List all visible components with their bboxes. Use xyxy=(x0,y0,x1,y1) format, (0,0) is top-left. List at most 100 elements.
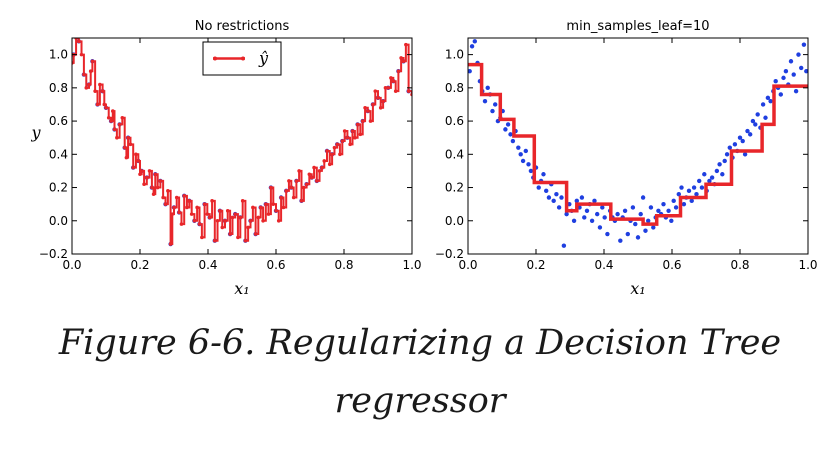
data-point xyxy=(732,142,738,147)
y-tick-label: −0.2 xyxy=(39,247,68,261)
data-point xyxy=(520,158,526,164)
data-point xyxy=(702,172,707,177)
y-tick-label: −0.2 xyxy=(435,247,464,261)
prediction-marker xyxy=(307,172,312,177)
prediction-marker xyxy=(320,165,324,170)
prediction-marker xyxy=(230,215,235,220)
data-point xyxy=(526,162,531,167)
prediction-marker xyxy=(126,135,130,140)
data-point xyxy=(661,201,666,207)
y-tick-label: 0.6 xyxy=(49,114,68,128)
data-point xyxy=(536,185,541,190)
data-point xyxy=(740,138,745,144)
prediction-marker xyxy=(401,59,406,64)
prediction-marker xyxy=(240,199,245,203)
prediction-marker xyxy=(315,179,319,183)
prediction-marker xyxy=(383,86,388,90)
data-point xyxy=(679,185,684,190)
data-point xyxy=(691,185,697,190)
prediction-marker xyxy=(225,209,230,213)
prediction-marker xyxy=(84,86,89,90)
prediction-marker xyxy=(376,96,380,100)
data-point xyxy=(778,92,783,97)
data-point xyxy=(666,208,671,213)
prediction-marker xyxy=(279,195,283,200)
prediction-marker xyxy=(243,238,248,243)
prediction-marker xyxy=(197,222,202,226)
prediction-marker xyxy=(312,165,316,170)
data-point xyxy=(556,205,562,210)
prediction-marker xyxy=(274,209,278,213)
data-point xyxy=(699,185,705,190)
data-point xyxy=(528,168,534,174)
prediction-marker xyxy=(172,205,176,210)
prediction-marker xyxy=(177,210,181,215)
x-tick-label: 0.6 xyxy=(662,258,681,272)
data-point xyxy=(760,102,766,107)
prediction-marker xyxy=(124,155,129,160)
data-point xyxy=(503,127,508,132)
prediction-marker xyxy=(327,162,332,167)
data-point xyxy=(579,195,585,200)
prediction-marker xyxy=(297,169,301,173)
x-tick-label: 0.8 xyxy=(730,258,749,272)
prediction-marker xyxy=(136,159,141,163)
data-point xyxy=(742,152,748,157)
figure-caption-line-1: Figure 6-6. Regularizing a Decision Tree xyxy=(58,323,782,363)
data-point xyxy=(720,172,725,177)
prediction-marker xyxy=(391,79,396,83)
prediction-marker xyxy=(139,169,144,173)
data-point xyxy=(724,152,730,157)
x-tick-label: 0.4 xyxy=(594,258,613,272)
y-tick-label: 0.2 xyxy=(49,181,68,195)
x-tick-label: 0.2 xyxy=(130,258,149,272)
prediction-marker xyxy=(386,86,391,90)
legend-label: ŷ xyxy=(258,49,269,68)
data-point xyxy=(648,205,654,210)
prediction-marker xyxy=(182,194,186,198)
prediction-marker xyxy=(163,202,168,206)
prediction-marker xyxy=(404,42,408,47)
y-tick-label: 0.8 xyxy=(49,81,68,95)
x-tick-label: 0.6 xyxy=(266,258,285,272)
data-point xyxy=(597,225,603,230)
data-point xyxy=(490,108,495,114)
prediction-marker xyxy=(342,129,347,133)
prediction-marker xyxy=(131,165,135,170)
prediction-marker xyxy=(98,82,102,87)
data-point xyxy=(605,231,610,237)
data-point xyxy=(722,158,727,164)
prediction-marker xyxy=(223,218,227,223)
data-point xyxy=(676,191,681,197)
data-point xyxy=(755,112,760,117)
data-point xyxy=(633,221,638,227)
x-tick-label: 1.0 xyxy=(798,258,817,272)
prediction-marker xyxy=(185,205,189,210)
prediction-marker xyxy=(112,127,117,132)
data-point xyxy=(618,238,623,243)
prediction-marker xyxy=(195,205,199,210)
x-tick-label: 0.0 xyxy=(62,258,81,272)
data-point xyxy=(689,198,694,204)
prediction-marker xyxy=(202,202,207,206)
prediction-marker xyxy=(350,129,355,133)
prediction-marker xyxy=(276,218,281,223)
prediction-marker xyxy=(109,119,113,123)
prediction-marker xyxy=(355,122,360,127)
prediction-marker xyxy=(363,105,367,110)
legend-marker xyxy=(241,56,245,61)
data-point xyxy=(510,138,516,144)
prediction-marker xyxy=(88,69,93,74)
plot-frame xyxy=(467,37,809,255)
prediction-marker xyxy=(317,169,322,173)
y-tick-label: 0.0 xyxy=(445,214,464,228)
prediction-marker xyxy=(256,215,261,220)
prediction-marker xyxy=(269,185,273,190)
data-point xyxy=(765,95,771,101)
prediction-marker xyxy=(271,202,276,206)
data-point xyxy=(469,44,475,49)
data-point xyxy=(493,102,498,107)
prediction-marker xyxy=(338,152,342,157)
y-tick-label: 1.0 xyxy=(445,48,464,62)
y-tick-label: 0.4 xyxy=(445,147,464,161)
